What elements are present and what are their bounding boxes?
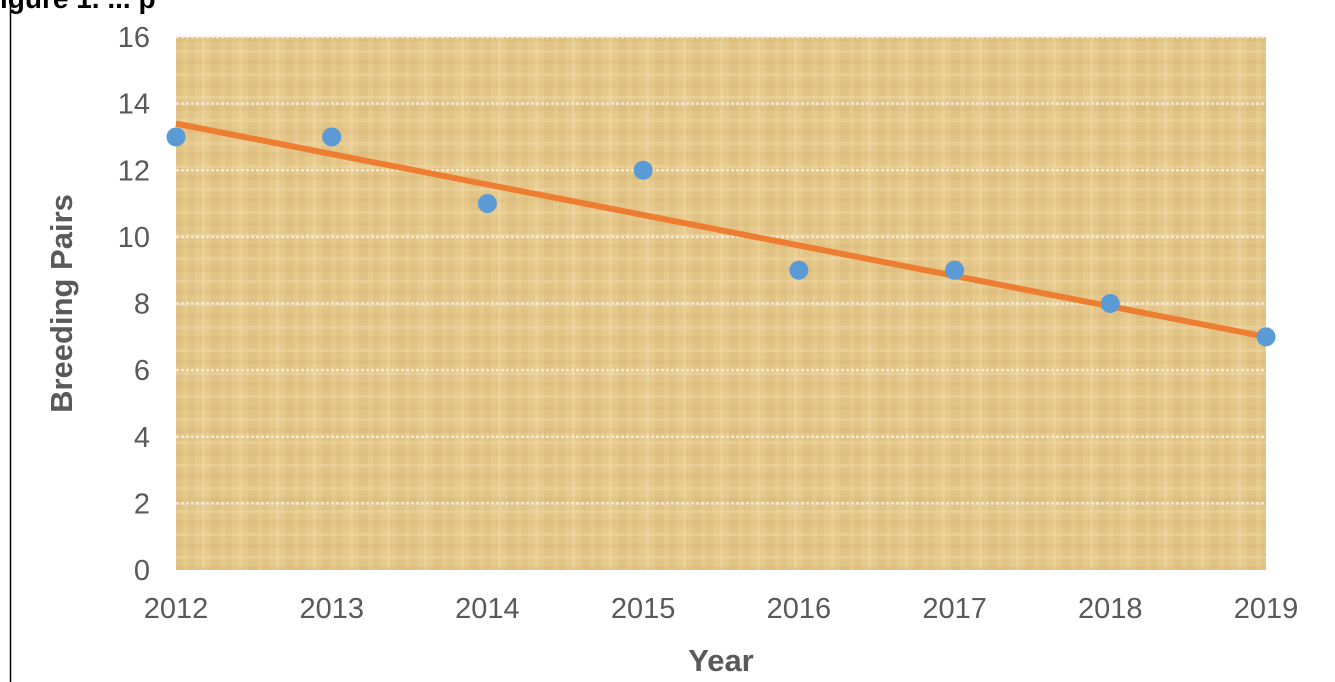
- y-tick-label: 8: [134, 289, 150, 321]
- x-tick-label: 2014: [455, 593, 520, 625]
- x-tick-label: 2016: [767, 593, 832, 625]
- y-tick-label: 6: [134, 355, 150, 387]
- data-point-2016: [789, 260, 809, 280]
- data-point-2012: [166, 127, 186, 147]
- y-tick-label: 12: [118, 155, 150, 187]
- y-tick-label: 16: [118, 22, 150, 54]
- x-tick-label: 2013: [299, 593, 364, 625]
- x-tick-label: 2018: [1078, 593, 1143, 625]
- data-point-2019: [1256, 327, 1276, 347]
- x-axis-title: Year: [688, 643, 754, 678]
- data-point-2014: [477, 194, 497, 214]
- trendline: [175, 120, 1267, 340]
- data-points-layer: [166, 127, 1276, 347]
- y-tick-label: 2: [134, 488, 150, 520]
- data-point-2013: [322, 127, 342, 147]
- x-tick-label: 2015: [611, 593, 676, 625]
- x-axis-tick-labels: 2012 2013 2014 2015 2016 2017 2018 2019: [144, 593, 1299, 625]
- x-tick-label: 2019: [1234, 593, 1299, 625]
- y-tick-label: 10: [118, 222, 150, 254]
- data-point-2015: [633, 160, 653, 180]
- y-axis-tick-labels: 0 2 4 6 8 10 12 14 16: [118, 22, 150, 587]
- figure-caption-fragment: igure 1. ... p: [0, 0, 156, 14]
- x-tick-label: 2012: [144, 593, 209, 625]
- x-tick-label: 2017: [922, 593, 987, 625]
- y-tick-label: 0: [134, 555, 150, 587]
- y-tick-label: 4: [134, 422, 150, 454]
- data-point-2017: [945, 260, 965, 280]
- y-axis-title: Breeding Pairs: [44, 194, 79, 413]
- y-tick-label: 14: [118, 89, 150, 121]
- data-point-2018: [1100, 294, 1120, 313]
- gridlines: [176, 35, 1266, 505]
- trendline-layer: [175, 120, 1267, 340]
